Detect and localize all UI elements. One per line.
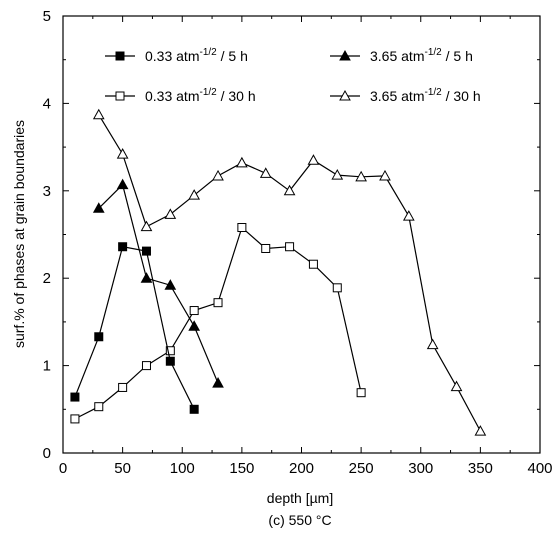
data-point	[237, 223, 247, 233]
x-tick-label: 50	[114, 460, 131, 477]
series-s2	[70, 223, 366, 424]
data-point	[402, 210, 415, 221]
data-point	[140, 272, 153, 283]
data-point	[70, 414, 80, 424]
data-point	[165, 346, 175, 356]
data-point	[116, 178, 129, 190]
data-point	[331, 169, 344, 180]
data-point	[189, 404, 199, 414]
series-line	[74, 246, 195, 410]
series-s4	[92, 108, 487, 436]
legend-marker	[115, 51, 125, 61]
data-point	[212, 169, 224, 181]
data-point	[189, 306, 199, 316]
data-point	[165, 356, 175, 366]
series-line	[98, 183, 219, 384]
legend-label: 3.65 atm-1/2 / 5 h	[370, 47, 473, 64]
data-point	[164, 279, 177, 290]
y-tick-label: 0	[43, 445, 51, 462]
data-point	[308, 259, 318, 269]
x-tick-label: 400	[527, 460, 552, 477]
x-tick-label: 350	[468, 460, 493, 477]
legend: 0.33 atm-1/2 / 5 h 0.33 atm-1/2 / 30 h 3.6…	[105, 47, 481, 104]
data-point	[118, 382, 128, 392]
series-line	[98, 114, 481, 432]
data-point	[164, 208, 177, 219]
data-point	[355, 170, 367, 182]
x-tick-label: 0	[59, 460, 67, 477]
x-tick-label: 100	[170, 460, 195, 477]
data-point	[426, 338, 439, 350]
plot-frame	[62, 15, 541, 454]
data-point	[236, 156, 248, 168]
data-point	[140, 220, 153, 232]
legend-label: 0.33 atm-1/2 / 30 h	[145, 87, 256, 104]
data-point	[70, 392, 80, 402]
legend-entry-s2: 0.33 atm-1/2 / 30 h	[105, 87, 256, 104]
data-point	[213, 298, 223, 308]
data-point	[259, 167, 272, 178]
series-s1	[70, 242, 199, 414]
legend-marker	[339, 89, 351, 101]
data-point	[379, 169, 391, 181]
y-tick-label: 2	[43, 270, 51, 287]
legend-entry-s4: 3.65 atm-1/2 / 30 h	[330, 87, 481, 104]
axis-ticks: 0 50 100 150 200 250 300 350 400 0 1 2 3 4 5	[43, 8, 553, 477]
data-point	[261, 243, 271, 253]
x-axis-label: depth [µm]	[267, 490, 333, 506]
legend-entry-s1: 0.33 atm-1/2 / 5 h	[105, 47, 248, 64]
data-point	[141, 246, 151, 256]
y-tick-label: 3	[43, 183, 51, 200]
data-point	[474, 425, 487, 436]
data-point	[283, 184, 296, 196]
series-s3	[92, 178, 224, 388]
legend-marker	[115, 91, 125, 101]
data-point	[94, 402, 104, 412]
data-point	[116, 148, 129, 159]
series-line	[74, 226, 362, 420]
data-point	[188, 320, 201, 331]
y-axis-label: surf.% of phases at grain boundaries	[11, 120, 27, 348]
data-point	[307, 154, 320, 165]
data-point	[285, 242, 295, 252]
y-tick-label: 5	[43, 8, 51, 25]
chart-caption: (c) 550 °C	[268, 512, 331, 528]
legend-label: 3.65 atm-1/2 / 30 h	[370, 87, 481, 104]
x-tick-label: 300	[408, 460, 433, 477]
legend-label: 0.33 atm-1/2 / 5 h	[145, 47, 248, 64]
legend-marker	[339, 49, 351, 61]
data-series	[70, 108, 487, 436]
y-tick-label: 1	[43, 358, 51, 375]
data-point	[118, 242, 128, 252]
data-point	[212, 377, 224, 388]
legend-entry-s3: 3.65 atm-1/2 / 5 h	[330, 47, 473, 64]
data-point	[141, 361, 151, 371]
data-point	[450, 380, 463, 392]
data-point	[188, 189, 201, 200]
x-tick-label: 200	[289, 460, 314, 477]
data-point	[94, 332, 104, 342]
data-point	[92, 202, 105, 213]
data-point	[92, 108, 105, 120]
x-tick-label: 150	[229, 460, 254, 477]
data-point	[332, 283, 342, 293]
data-point	[356, 388, 366, 398]
plot-area	[62, 15, 541, 454]
x-tick-label: 250	[349, 460, 374, 477]
y-tick-label: 4	[43, 95, 51, 112]
